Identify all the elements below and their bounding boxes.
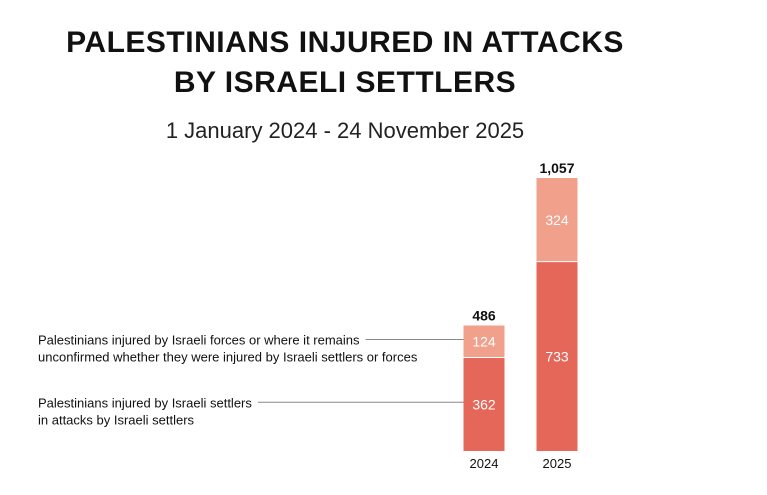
legend: Palestinians injured by Israeli settlers… xyxy=(38,332,464,427)
chart-title-line-1: PALESTINIANS INJURED IN ATTACKS xyxy=(66,26,624,59)
legend-label-series-2-line-2: unconfirmed whether they were injured by… xyxy=(38,349,418,364)
data-label-2024-series-2: 124 xyxy=(472,333,496,349)
chart-title-line-2: BY ISRAELI SETTLERS xyxy=(174,66,516,99)
bar-segment-2025-series-1 xyxy=(536,261,578,451)
data-label-2025-series-2: 324 xyxy=(545,212,569,228)
chart-subtitle: 1 January 2024 - 24 November 2025 xyxy=(166,118,524,143)
legend-label-series-2-line-1: Palestinians injured by Israeli forces o… xyxy=(38,332,360,347)
bar-segment-2024-series-1 xyxy=(463,357,505,451)
total-label-2024: 486 xyxy=(472,307,496,323)
bar-segment-2024-series-2 xyxy=(463,325,505,358)
data-label-2025-series-1: 733 xyxy=(545,348,569,364)
total-label-2025: 1,057 xyxy=(539,160,574,176)
x-tick-label-2024: 2024 xyxy=(470,456,499,471)
legend-label-series-1-line-2: in attacks by Israeli settlers xyxy=(38,412,195,427)
x-tick-label-2025: 2025 xyxy=(543,456,572,471)
data-label-2024-series-1: 362 xyxy=(472,396,496,412)
bar-segment-2025-series-2 xyxy=(536,178,578,262)
plot-area: 362 124 486 2024 733 324 1,057 2025 xyxy=(463,160,578,471)
legend-label-series-1-line-1: Palestinians injured by Israeli settlers xyxy=(38,395,252,410)
